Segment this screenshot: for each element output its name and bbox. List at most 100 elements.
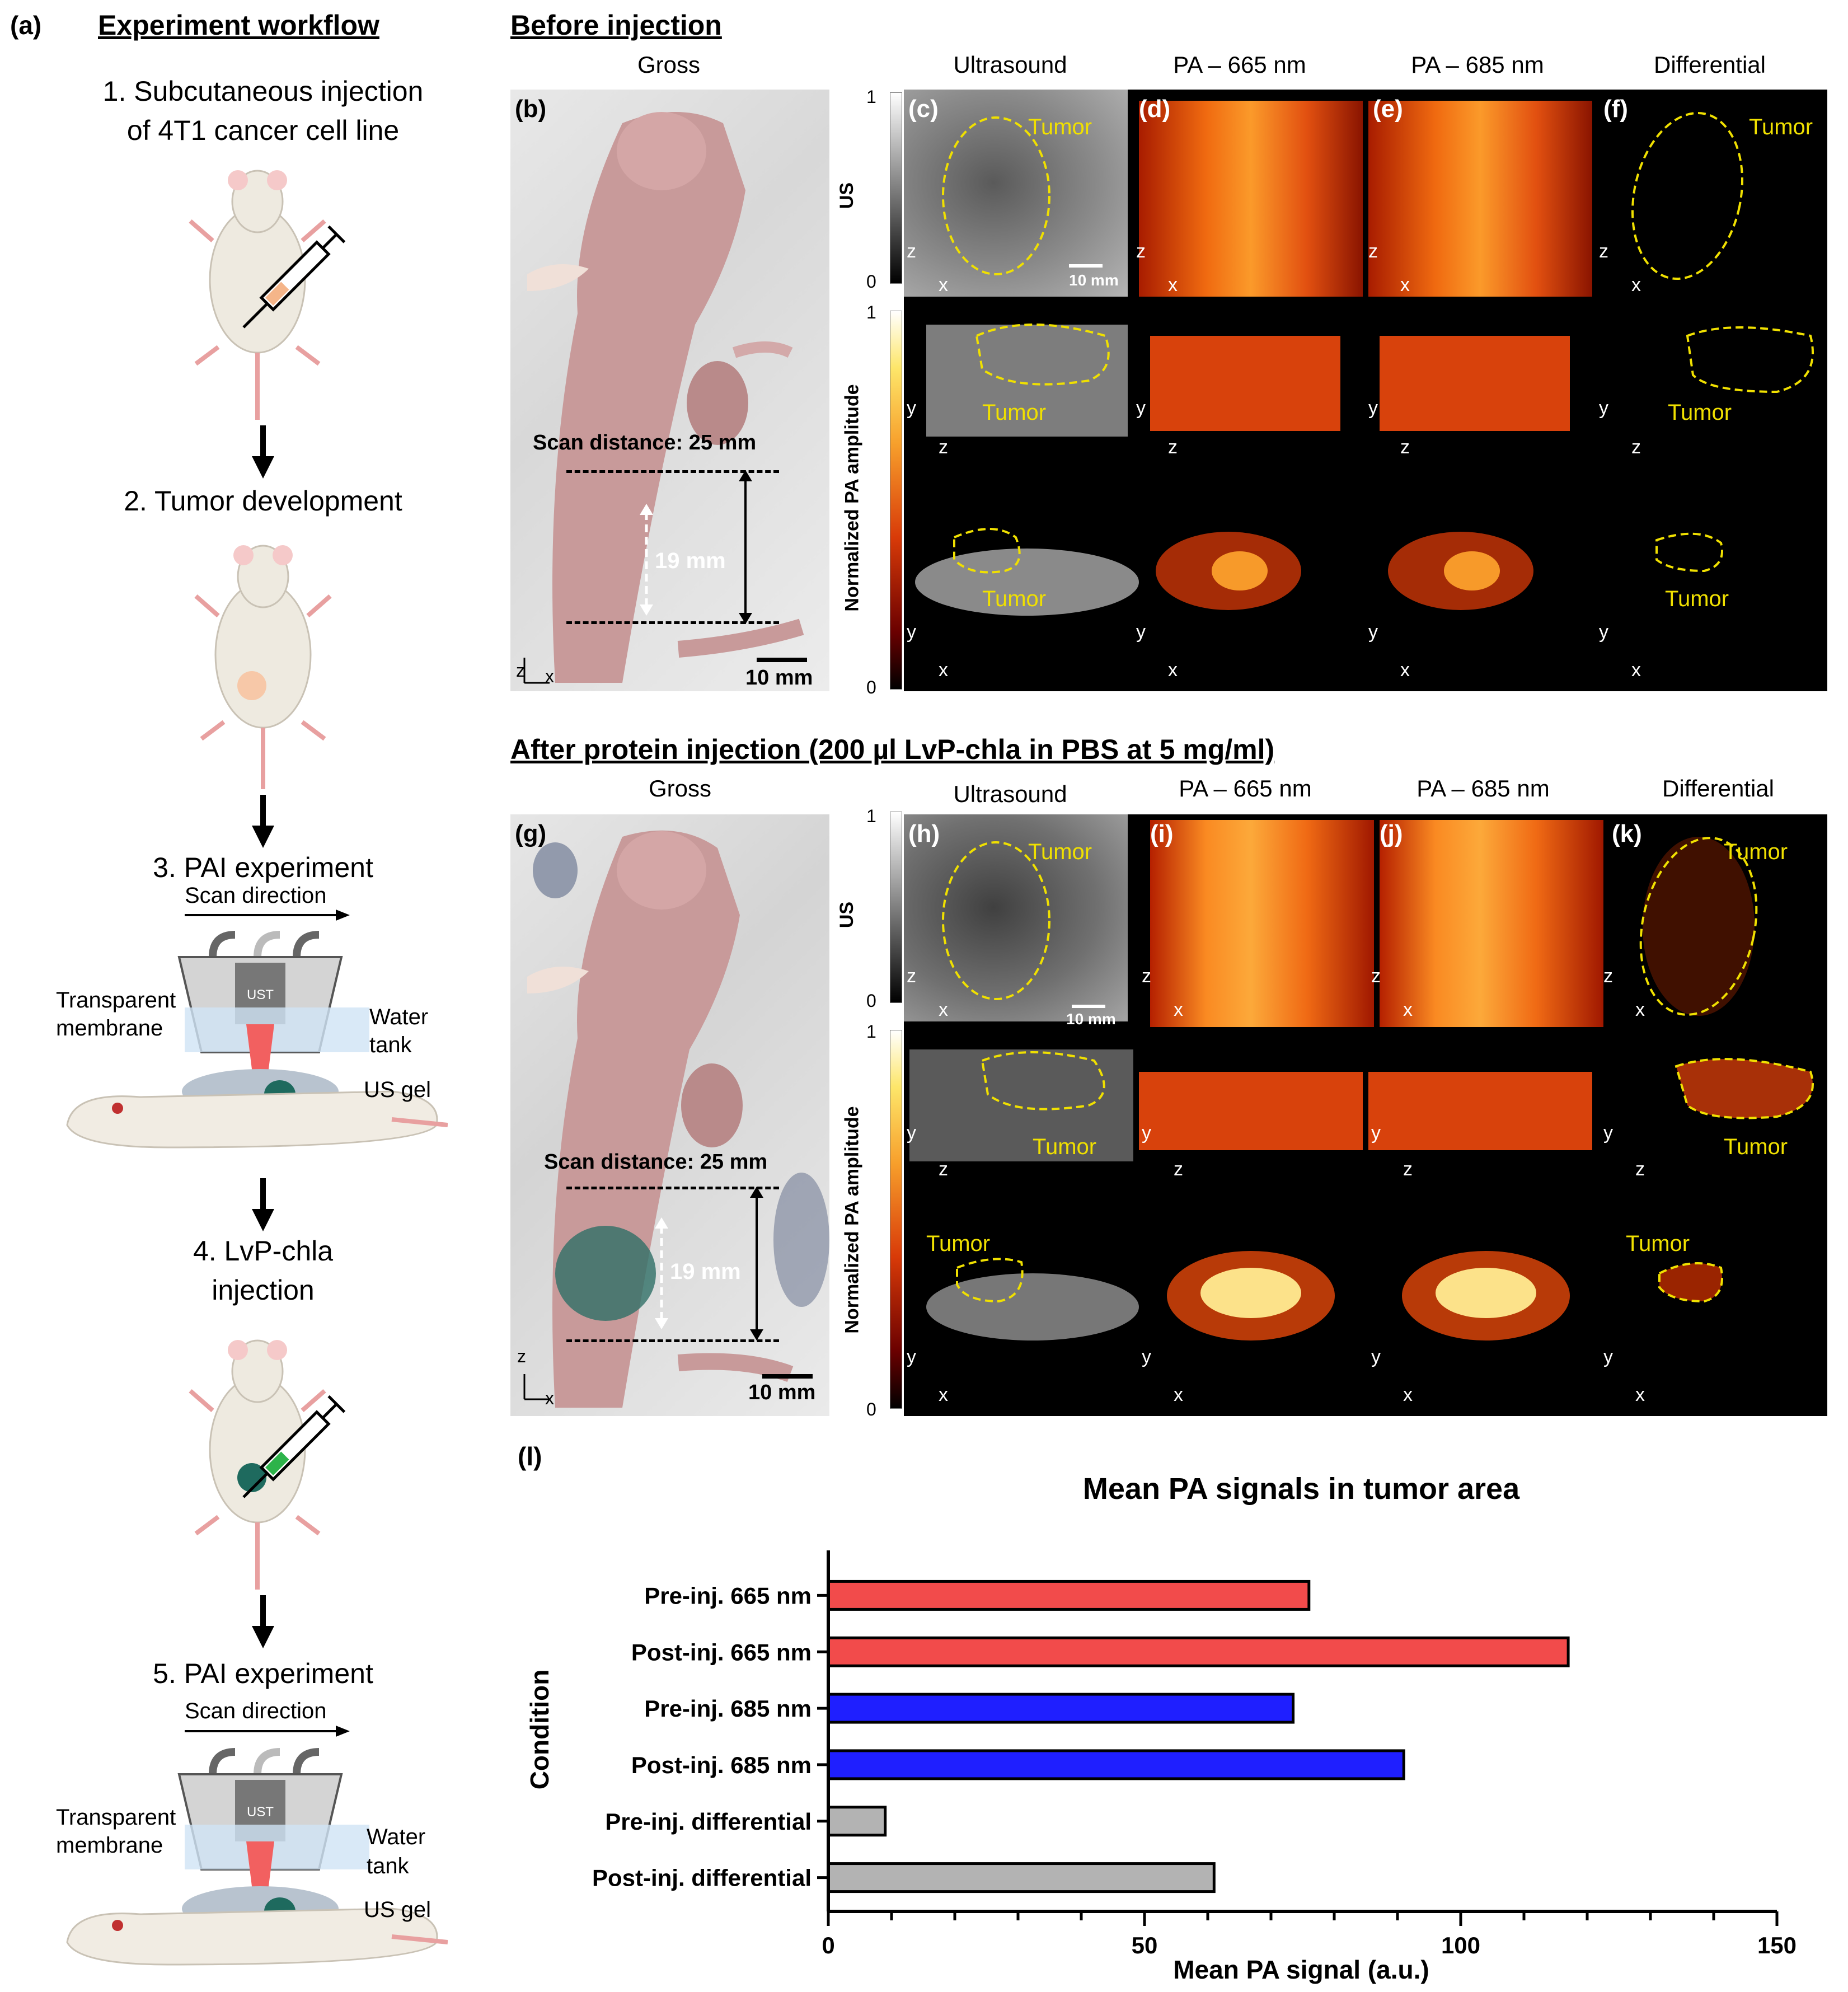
tumor-label: Tumor <box>1668 400 1732 425</box>
scale-bar <box>757 658 807 662</box>
gross-photo-before: (b) Scan distance: 25 mm 19 mm z x 10 mm <box>510 90 829 691</box>
pa-colorbar-label: Normalized PA amplitude <box>841 1106 863 1334</box>
axis-z-label: z <box>517 1346 526 1366</box>
pa685-xz-before <box>1368 101 1592 297</box>
step-4-line2: injection <box>212 1274 315 1306</box>
scan-distance-label-after: Scan distance: 25 mm <box>544 1150 768 1174</box>
pa-bar-max: 1 <box>866 1021 876 1042</box>
bar-0 <box>827 1579 1311 1611</box>
axis-x: x <box>1635 999 1645 1020</box>
pa685-xz-after <box>1380 820 1603 1027</box>
axis-z: z <box>939 1159 948 1180</box>
letter-d: (d) <box>1139 95 1171 123</box>
axis-x-label: x <box>545 1388 554 1408</box>
axis-z: z <box>1631 437 1641 458</box>
us-scale-label: 10 mm <box>1069 271 1119 289</box>
scan-direction-label-1: Scan direction <box>185 883 327 908</box>
axis-y: y <box>1368 621 1378 643</box>
axis-x: x <box>939 274 948 296</box>
scan-start-line <box>566 470 779 473</box>
tumor-label: Tumor <box>1028 840 1092 864</box>
before-col-gross: Gross <box>637 51 700 78</box>
tumor-label: Tumor <box>982 400 1047 425</box>
tumor-length-label-after: 19 mm <box>670 1259 741 1284</box>
axis-y: y <box>1371 1346 1381 1367</box>
tank-label: tank <box>367 1854 409 1878</box>
transparent-label: Transparent <box>56 1805 176 1830</box>
axis-x: x <box>1631 659 1641 681</box>
membrane-label: membrane <box>56 1016 163 1040</box>
axis-x: x <box>1400 274 1410 296</box>
scan-direction-label-2: Scan direction <box>185 1699 327 1723</box>
axis-z: z <box>1400 437 1410 458</box>
us-scale-label: 10 mm <box>1066 1010 1116 1028</box>
axis-y: y <box>907 1346 916 1367</box>
before-col-differential: Differential <box>1654 51 1766 78</box>
axis-z: z <box>939 437 948 458</box>
step-1-line1: 1. Subcutaneous injection <box>102 76 424 107</box>
us-bar-min: 0 <box>866 991 876 1011</box>
axis-x: x <box>1174 999 1183 1020</box>
axis-y: y <box>1368 397 1378 419</box>
axis-x: x <box>1400 659 1410 681</box>
step-4-line1: 4. LvP-chla <box>193 1235 334 1267</box>
tumor-label: Tumor <box>1724 1135 1788 1159</box>
step-5: 5. PAI experiment <box>153 1658 373 1689</box>
axis-y: y <box>1142 1122 1151 1143</box>
axis-x: x <box>1174 1384 1183 1405</box>
tumor-length-arrow-icon <box>640 504 653 616</box>
axis-x: x <box>1631 274 1641 296</box>
us-bar-min: 0 <box>866 271 876 292</box>
water-label: Water <box>369 1005 429 1029</box>
after-col-ultrasound: Ultrasound <box>953 781 1067 807</box>
scan-start-line <box>566 1187 779 1189</box>
tank-label: tank <box>369 1033 412 1057</box>
tumor-label: Tumor <box>982 587 1047 611</box>
axis-y: y <box>1142 1346 1151 1367</box>
us-colorbar-label: US <box>836 901 858 929</box>
panel-a-letter: (a) <box>10 11 42 40</box>
scan-end-line <box>566 1339 779 1342</box>
letter-c: (c) <box>908 95 939 123</box>
pai-setup-illustration-2: UST <box>66 1748 448 1966</box>
after-heading: After protein injection (200 µl LvP-chla… <box>510 734 1275 765</box>
us-scale-bar <box>1069 264 1103 268</box>
tumor-length-label-before: 19 mm <box>655 549 726 573</box>
axis-x-label: x <box>545 666 554 686</box>
letter-b: (b) <box>515 95 547 123</box>
scan-direction-arrow-icon <box>185 1726 350 1737</box>
down-arrow-icon <box>252 1595 274 1648</box>
mouse-lvp-injection-illustration <box>189 1339 346 1590</box>
step-2: 2. Tumor development <box>124 485 402 517</box>
step-3: 3. PAI experiment <box>153 852 373 883</box>
tumor-label: Tumor <box>1626 1231 1690 1256</box>
pa-bar-min: 0 <box>866 677 876 697</box>
us-bar-max: 1 <box>866 87 876 107</box>
axis-y: y <box>1603 1346 1613 1367</box>
pa-colorbar <box>890 1030 902 1409</box>
pai-setup-illustration-1: UST <box>66 931 448 1149</box>
before-col-pa665: PA – 665 nm <box>1173 51 1306 78</box>
x-tick-label-3: 150 <box>1757 1932 1797 1958</box>
axis-z: z <box>1371 965 1381 987</box>
x-tick-label-1: 50 <box>1132 1932 1158 1958</box>
gross-photo-after: (g) Scan distance: 25 mm 19 mm z x 10 mm <box>510 814 829 1416</box>
category-label-5: Post-inj. differential <box>592 1865 812 1891</box>
axis-x: x <box>1403 999 1413 1020</box>
after-col-pa685: PA – 685 nm <box>1417 775 1550 802</box>
axis-corner-icon <box>523 658 550 684</box>
mouse-tumor-illustration <box>194 545 332 789</box>
after-col-gross: Gross <box>648 775 711 802</box>
axis-z: z <box>1403 1159 1413 1180</box>
letter-j: (j) <box>1380 820 1403 847</box>
us-scale-bar <box>1072 1005 1105 1008</box>
before-col-pa685: PA – 685 nm <box>1411 51 1544 78</box>
axis-x: x <box>1403 1384 1413 1405</box>
tumor-label: Tumor <box>1665 587 1729 611</box>
axis-x: x <box>1168 659 1178 681</box>
axis-x: x <box>939 1384 948 1405</box>
chart-xlabel: Mean PA signal (a.u.) <box>1173 1955 1429 1984</box>
axis-y: y <box>907 397 916 419</box>
axis-z: z <box>1603 965 1613 987</box>
us-gel-label: US gel <box>364 1077 431 1102</box>
